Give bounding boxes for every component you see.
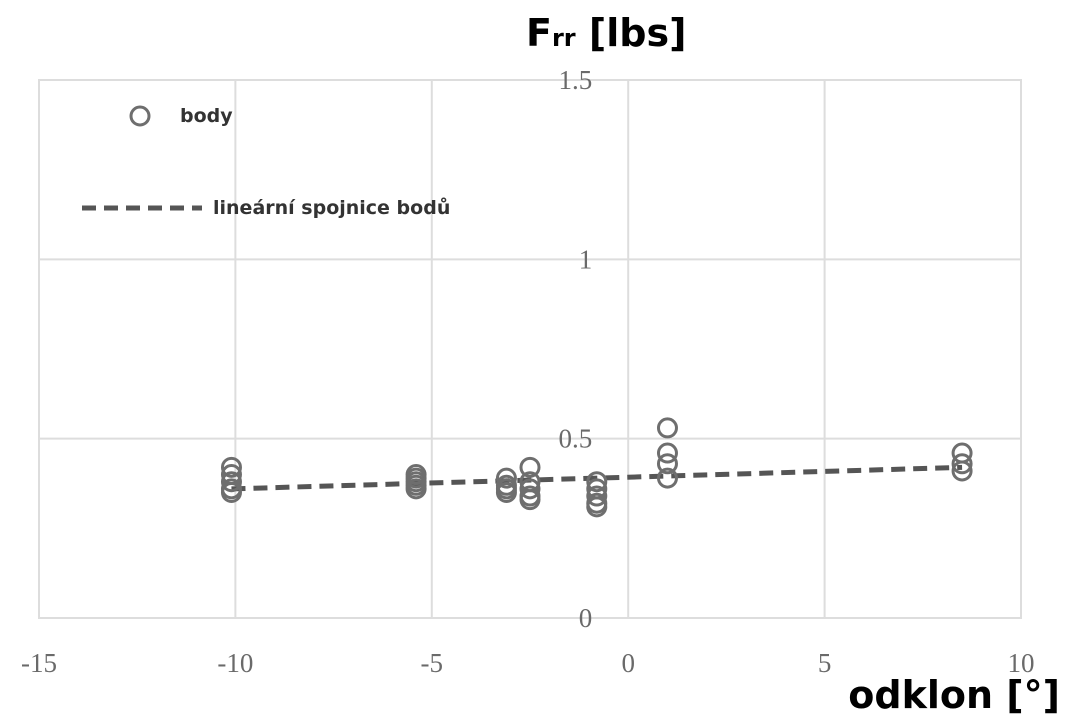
y-tick-label: 1 xyxy=(579,244,593,274)
scatter-point xyxy=(951,453,973,475)
grid xyxy=(39,80,1021,618)
scatter-point xyxy=(656,417,678,439)
tick-labels: -15 -10 -5 0 5 10 0 0.5 1 1.5 xyxy=(21,65,1035,678)
scatter-point xyxy=(495,467,517,489)
scatter-points xyxy=(220,417,973,518)
x-tick-label: -10 xyxy=(217,648,253,678)
scatter-point xyxy=(656,453,678,475)
x-tick-label: 10 xyxy=(1008,648,1035,678)
y-tick-label: 0.5 xyxy=(558,424,592,454)
scatter-point xyxy=(220,456,242,478)
y-tick-label: 0 xyxy=(579,603,593,633)
plot-area xyxy=(38,79,1022,619)
scatter-point xyxy=(586,471,608,493)
trendline-layer xyxy=(231,464,963,492)
scatter-point xyxy=(405,478,427,500)
y-tick-label: 1.5 xyxy=(558,65,592,95)
scatter-point xyxy=(519,489,541,511)
y-axis-title-unit: [lbs] xyxy=(576,11,687,55)
scatter-point xyxy=(656,467,678,489)
scatter-point xyxy=(495,481,517,503)
x-axis-title: odklon [°] xyxy=(848,673,1060,717)
scatter-point xyxy=(519,456,541,478)
scatter-point xyxy=(656,442,678,464)
scatter-point xyxy=(519,478,541,500)
scatter-point xyxy=(220,481,242,503)
y-axis-title-main: F xyxy=(526,11,552,55)
scatter-point xyxy=(586,496,608,518)
scatter-point xyxy=(586,485,608,507)
legend-label-body: body xyxy=(180,105,233,127)
scatter-point xyxy=(220,471,242,493)
legend-label-trendline: lineární spojnice bodů xyxy=(213,196,450,219)
y-axis-title: Frr [lbs] xyxy=(526,11,686,55)
y-axis-title-subscript: rr xyxy=(552,24,576,52)
trendline xyxy=(231,464,963,492)
x-tick-label: -15 xyxy=(21,648,57,678)
x-tick-label: 5 xyxy=(818,648,832,678)
x-tick-label: -5 xyxy=(421,648,444,678)
x-tick-label: 0 xyxy=(621,648,635,678)
legend-marker-body xyxy=(129,105,151,127)
legend: body lineární spojnice bodů xyxy=(82,105,450,219)
scatter-point xyxy=(951,460,973,482)
